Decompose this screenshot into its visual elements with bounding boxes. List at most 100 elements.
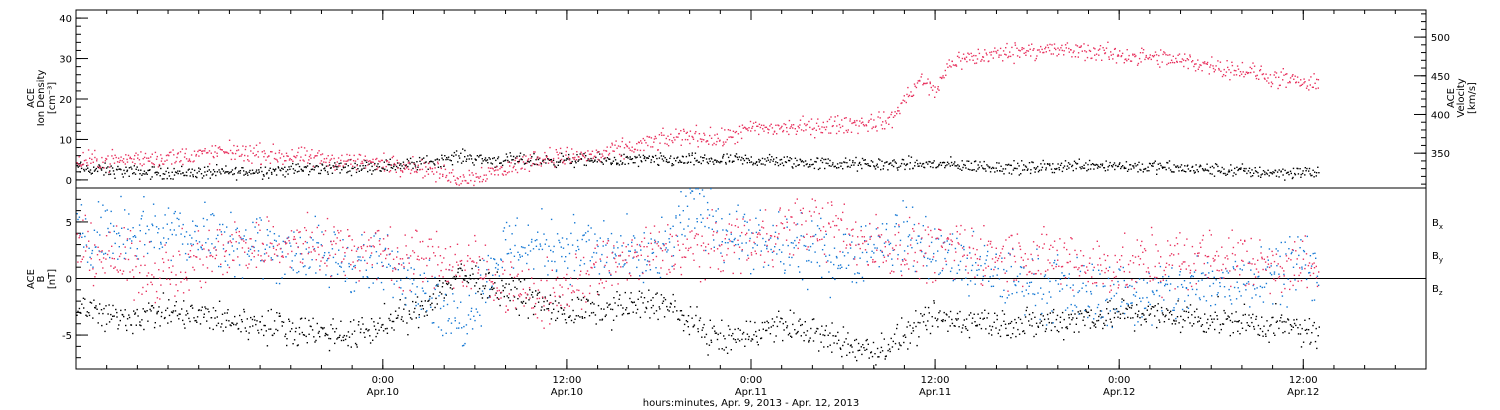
field-Bx-point xyxy=(268,328,270,330)
density-point xyxy=(1035,167,1038,169)
velocity-point xyxy=(699,138,702,140)
field-Bx-point xyxy=(328,349,331,352)
field-By-point xyxy=(903,250,906,252)
velocity-point xyxy=(92,161,94,163)
density-point xyxy=(158,165,161,167)
velocity-point xyxy=(108,171,110,173)
density-point xyxy=(163,178,165,180)
density-point xyxy=(360,169,363,171)
field-Bx-point xyxy=(989,325,991,327)
field-Bx-point xyxy=(975,325,977,327)
field-By-point xyxy=(693,198,695,200)
velocity-point xyxy=(286,155,288,157)
velocity-point xyxy=(264,152,266,155)
field-Bx-point xyxy=(866,338,868,341)
field-Bx-point xyxy=(1293,319,1295,321)
field-By-point xyxy=(751,232,753,234)
velocity-point xyxy=(379,161,381,163)
field-Bx-point xyxy=(532,296,534,298)
velocity-point xyxy=(1180,61,1183,63)
velocity-point xyxy=(236,145,239,147)
field-Bx-point xyxy=(1115,308,1118,310)
velocity-point xyxy=(1231,61,1233,63)
density-point xyxy=(504,159,507,161)
density-point xyxy=(308,174,310,176)
field-Bx-point xyxy=(1293,322,1296,325)
velocity-point xyxy=(309,154,312,156)
density-point xyxy=(455,150,458,152)
field-Bx-point xyxy=(530,294,533,296)
density-point xyxy=(591,159,593,162)
field-Bx-point xyxy=(1006,334,1008,337)
field-Bx-point xyxy=(697,330,699,333)
field-Bx-point xyxy=(321,327,323,329)
density-point xyxy=(1253,172,1255,174)
velocity-point xyxy=(1280,71,1282,73)
field-By-point xyxy=(256,218,258,220)
velocity-point xyxy=(433,173,435,175)
field-Bx-point xyxy=(1130,307,1133,309)
density-point xyxy=(931,162,933,164)
field-By-point xyxy=(966,257,968,259)
field-Bx-point xyxy=(99,303,101,305)
field-Bx-point xyxy=(909,342,911,344)
velocity-point xyxy=(1241,61,1244,64)
field-Bx-point xyxy=(1276,320,1278,322)
velocity-point xyxy=(551,160,553,162)
field-By-point xyxy=(154,215,156,217)
field-Bx-point xyxy=(125,324,127,327)
density-point xyxy=(721,160,723,163)
velocity-point xyxy=(938,89,940,91)
field-By-point xyxy=(861,276,864,279)
field-Bx-point xyxy=(1313,321,1315,324)
field-By-point xyxy=(587,230,589,233)
field-By-point xyxy=(299,236,301,239)
velocity-tick-label: 350 xyxy=(1431,149,1450,160)
field-Bx-point xyxy=(640,296,642,298)
field-By-point xyxy=(1017,280,1020,283)
field-By-point xyxy=(805,245,807,247)
velocity-point xyxy=(1189,54,1191,56)
field-By-point xyxy=(930,261,932,263)
density-point xyxy=(1040,169,1043,171)
field-By-point xyxy=(78,216,81,218)
velocity-point xyxy=(542,158,544,161)
field-Bx-point xyxy=(85,314,87,316)
density-point xyxy=(568,153,570,156)
field-By-point xyxy=(174,210,176,213)
field-Bx-point xyxy=(544,296,546,298)
field-By-point xyxy=(146,252,149,255)
field-By-point xyxy=(278,282,281,285)
field-Bx-point xyxy=(898,342,900,344)
density-point xyxy=(941,162,944,164)
density-point xyxy=(722,155,724,157)
velocity-point xyxy=(1242,71,1244,73)
velocity-point xyxy=(1204,61,1206,63)
field-By-point xyxy=(544,243,546,245)
velocity-point xyxy=(898,110,900,112)
velocity-point xyxy=(506,172,509,174)
velocity-point xyxy=(1141,47,1143,49)
velocity-point xyxy=(1137,62,1140,65)
field-Bx-point xyxy=(986,317,988,319)
velocity-point xyxy=(955,65,958,67)
field-Bx-point xyxy=(899,344,901,346)
field-By-point xyxy=(375,251,378,253)
density-point xyxy=(282,168,284,170)
field-Bx-point xyxy=(512,280,514,282)
velocity-point xyxy=(888,116,891,118)
field-By-point xyxy=(400,279,402,281)
velocity-point xyxy=(503,170,505,172)
field-Bx-point xyxy=(925,324,927,327)
velocity-point xyxy=(751,125,754,128)
velocity-point xyxy=(817,118,819,120)
density-point xyxy=(438,159,440,161)
field-Bx-point xyxy=(388,317,390,320)
field-Bx-point xyxy=(474,285,476,287)
field-By-point xyxy=(643,232,645,234)
field-By-point xyxy=(134,235,136,237)
density-point xyxy=(460,152,462,154)
velocity-point xyxy=(750,130,752,132)
velocity-point xyxy=(443,164,445,166)
field-By-point xyxy=(671,265,673,268)
